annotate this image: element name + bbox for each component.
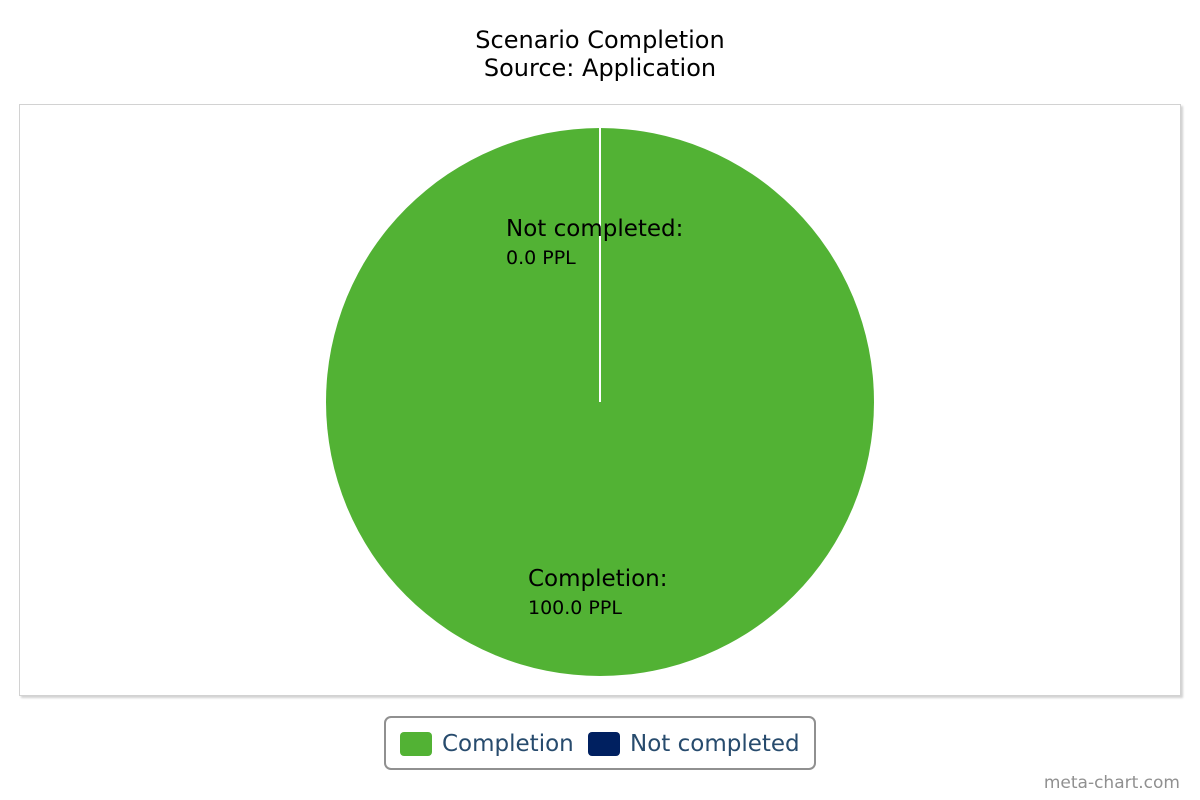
credit-link[interactable]: meta-chart.com (1043, 773, 1180, 793)
legend-swatch-completion (400, 732, 432, 756)
chart-subtitle: Source: Application (483, 54, 717, 82)
data-label-not-completed: Not completed: (506, 216, 683, 242)
pie-labels: Completion: 100.0 PPL Not completed: 0.0 PP… (506, 216, 683, 619)
legend-label-completion: Completion (442, 731, 574, 757)
data-value-completion: 100.0 PPL (528, 597, 622, 619)
legend-swatch-not-completed (588, 732, 620, 756)
chart-legend: Completion Not completed (384, 716, 816, 770)
chart-title: Scenario Completion (475, 26, 725, 54)
data-value-not-completed: 0.0 PPL (506, 247, 576, 269)
legend-item-not-completed[interactable]: Not completed (588, 730, 800, 758)
legend-label-not-completed: Not completed (630, 731, 800, 757)
pie-slices (326, 128, 874, 676)
legend-item-completion[interactable]: Completion (400, 730, 574, 758)
data-label-completion: Completion: (528, 566, 667, 592)
